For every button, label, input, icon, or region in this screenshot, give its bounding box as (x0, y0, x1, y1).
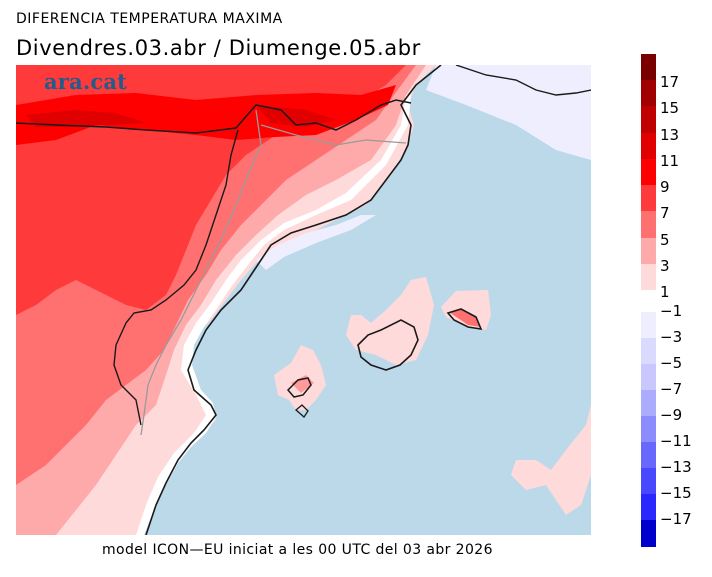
colorbar-tick-label: 5 (660, 230, 670, 249)
colorbar-tick-label: −3 (660, 328, 683, 346)
menorca-anomaly-inner (449, 309, 481, 327)
colorbar-segment (641, 494, 656, 521)
colorbar-segment (641, 416, 656, 443)
regional-border (140, 109, 262, 436)
colorbar-tick-label: 7 (660, 204, 670, 223)
colorbar-tick-label: −9 (660, 406, 683, 424)
colorbar-segment (641, 132, 656, 160)
colorbar-tick-label: 3 (660, 256, 670, 275)
negative-anomaly-northeast (426, 65, 591, 160)
aragon-border (113, 129, 239, 426)
colorbar-segment (641, 520, 656, 547)
ibiza-anomaly (274, 345, 326, 410)
near-zero-coastal-strip (136, 95, 411, 535)
negative-anomaly-coast (256, 215, 376, 270)
menorca-outline (446, 308, 483, 331)
temperature-difference-map: ara.cat (16, 65, 591, 535)
colorbar-tick-label: 13 (660, 125, 680, 144)
colorbar-segment (641, 390, 656, 417)
colorbar-segment (641, 263, 656, 291)
colorbar-segment (641, 312, 656, 339)
anomaly-band-11-13 (26, 110, 146, 127)
chart-title: DIFERENCIA TEMPERATURA MAXIMA (16, 11, 283, 27)
france-coast (455, 65, 591, 96)
colorbar-segment (641, 338, 656, 365)
colorbar-tick-label: 1 (660, 283, 670, 301)
colorbar-tick-label: −17 (660, 510, 692, 528)
map-canvas (16, 65, 591, 535)
national-border-pyrenees (16, 99, 412, 134)
anomaly-band-9-11 (16, 85, 396, 145)
colorbar-segment (641, 158, 656, 186)
model-run-caption: model ICON—EU iniciat a les 00 UTC del 0… (102, 542, 493, 558)
colorbar-negative (641, 312, 656, 547)
anomaly-band-11-13 (256, 105, 336, 127)
colorbar-segment (641, 211, 656, 239)
colorbar-segment (641, 364, 656, 391)
coastline (145, 65, 442, 535)
colorbar-tick-label: −5 (660, 354, 683, 372)
regional-border (260, 124, 407, 146)
colorbar-tick-label: −11 (660, 432, 692, 450)
colorbar-segment (641, 468, 656, 495)
colorbar-tick-label: 11 (660, 151, 680, 170)
colorbar-tick-label: −15 (660, 484, 692, 502)
colorbar-segment (641, 185, 656, 212)
ara-cat-logo: ara.cat (44, 69, 128, 94)
mallorca-outline (357, 319, 419, 371)
colorbar-positive (641, 54, 656, 291)
colorbar-segment (641, 54, 656, 81)
ibiza-outline (286, 377, 312, 398)
colorbar-segment (641, 106, 656, 134)
colorbar-segment (641, 237, 656, 265)
formentera-outline (294, 404, 309, 418)
colorbar-tick-label: 17 (660, 73, 680, 92)
colorbar-tick-label: −1 (660, 302, 683, 320)
colorbar-tick-label: 9 (660, 178, 670, 197)
colorbar-tick-label: −7 (660, 380, 683, 398)
colorbar-segment (641, 442, 656, 469)
sea-anomaly-east (511, 405, 591, 515)
date-range-subtitle: Divendres.03.abr / Diumenge.05.abr (16, 36, 421, 60)
mallorca-anomaly (346, 277, 434, 365)
colorbar-tick-label: −13 (660, 458, 692, 476)
colorbar-tick-label: 15 (660, 99, 680, 118)
colorbar-segment (641, 80, 656, 107)
